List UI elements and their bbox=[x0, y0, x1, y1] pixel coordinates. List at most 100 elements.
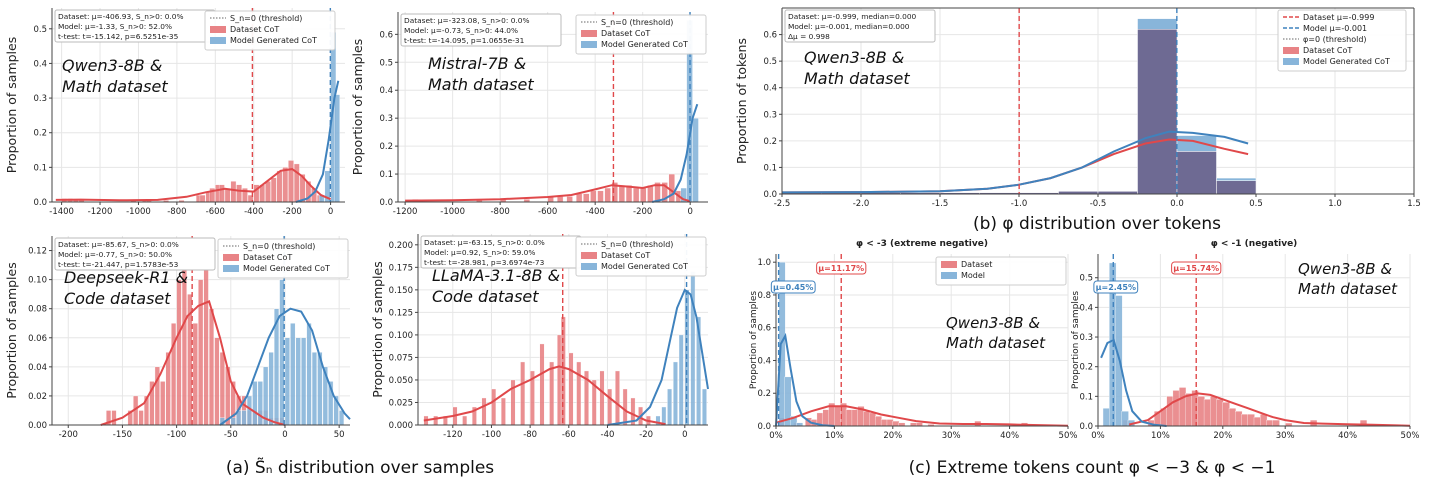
y-axis-label: Proportion of samples bbox=[749, 291, 759, 390]
y-tick-label: 0.4 bbox=[33, 59, 47, 69]
dataset-bar bbox=[1228, 408, 1237, 427]
annotation-text: Mistral-7B & bbox=[428, 54, 526, 73]
legend-swatch bbox=[941, 272, 957, 279]
model-bar bbox=[673, 361, 678, 426]
y-tick-label: 0.3 bbox=[379, 114, 393, 124]
dataset-bar bbox=[1222, 402, 1230, 427]
dataset-bar bbox=[575, 193, 583, 203]
y-tick-label: 0.100 bbox=[389, 331, 413, 341]
chart-title: φ < -3 (extreme negative) bbox=[856, 239, 988, 249]
dataset-bar bbox=[481, 397, 487, 426]
x-tick-label: 50% bbox=[1059, 431, 1078, 441]
model-kde-line bbox=[775, 332, 835, 427]
mean-badge bbox=[816, 261, 867, 275]
dataset-bar bbox=[1260, 413, 1268, 427]
annotation-text: LLaMA-3.1-8B & bbox=[432, 266, 560, 285]
legend-label: Dataset CoT bbox=[601, 251, 650, 260]
y-tick-label: 0.2 bbox=[1079, 363, 1093, 373]
model-bar bbox=[1102, 408, 1111, 427]
x-tick-label: 30% bbox=[942, 431, 961, 441]
x-tick-label: 10% bbox=[825, 431, 844, 441]
mean-badge-label: μ=11.17% bbox=[818, 264, 864, 273]
y-tick-label: 0.175 bbox=[389, 263, 413, 273]
dataset-bar bbox=[607, 388, 613, 426]
dataset-bar bbox=[265, 181, 271, 203]
x-tick-label: -200 bbox=[283, 207, 302, 217]
legend-label: Model Generated CoT bbox=[601, 40, 688, 49]
dataset-bar bbox=[1203, 399, 1212, 427]
legend-swatch bbox=[1283, 58, 1299, 65]
legend-box bbox=[575, 236, 707, 277]
dataset-bar bbox=[111, 410, 117, 426]
model-bar bbox=[334, 94, 341, 203]
dataset-bar bbox=[632, 187, 640, 203]
hist-bar-overlap bbox=[1137, 29, 1178, 195]
x-tick-label: 0.0 bbox=[1170, 199, 1184, 209]
model-bar bbox=[678, 334, 684, 426]
annotation-text: Code dataset bbox=[64, 289, 171, 308]
x-tick-label: -600 bbox=[206, 207, 225, 217]
dataset-bar bbox=[822, 409, 830, 427]
dataset-bar bbox=[199, 194, 206, 203]
x-tick-label: 50 bbox=[334, 430, 345, 440]
x-tick-label: -40 bbox=[601, 430, 615, 440]
hist-bar-top bbox=[1176, 135, 1217, 152]
stats-line: Dataset: μ=-323.08, S_n>0: 0.0% bbox=[404, 16, 529, 25]
figure-caption: (b) φ distribution over tokens bbox=[973, 214, 1221, 234]
legend-label: S_n=0 (threshold) bbox=[601, 18, 673, 27]
annotation-text: Math dataset bbox=[804, 69, 910, 88]
dataset-bar bbox=[647, 185, 654, 203]
panel-c2: 0% 10% 20% 30% 40% 50% 0.0 0.1 0.2 0.3 0.4 0.5 Propo… bbox=[1071, 239, 1419, 441]
y-tick-label: 0.6 bbox=[757, 324, 771, 334]
model-bar bbox=[1121, 410, 1129, 427]
dataset-bar bbox=[1241, 413, 1249, 427]
legend-box bbox=[935, 256, 1067, 286]
dataset-bar bbox=[875, 415, 882, 427]
y-tick-label: 0.4 bbox=[757, 356, 771, 366]
dataset-kde-line bbox=[423, 365, 666, 426]
y-axis-label: Proportion of samples bbox=[370, 261, 385, 397]
stats-line: t-test: t=-28.981, p=3.6974e-73 bbox=[424, 258, 545, 267]
panel-a4: -120 -100 -80 -60 -40 -20 0 0.000 0.025 0.050 0.07… bbox=[370, 234, 709, 440]
dataset-bar bbox=[539, 343, 545, 426]
dataset-bar bbox=[218, 184, 225, 203]
model-bar bbox=[661, 406, 667, 426]
legend-swatch bbox=[1283, 47, 1299, 54]
y-tick-label: 0.2 bbox=[379, 142, 393, 152]
dataset-bar bbox=[880, 419, 888, 427]
model-bar bbox=[667, 388, 673, 426]
dataset-bar bbox=[208, 308, 215, 426]
annotation-text: Math dataset bbox=[946, 334, 1046, 352]
x-tick-label: -120 bbox=[443, 430, 462, 440]
dataset-bar bbox=[1266, 419, 1274, 427]
dataset-bar bbox=[203, 250, 209, 426]
hist-bar-overlap bbox=[1176, 151, 1217, 195]
dataset-bar bbox=[1210, 396, 1218, 427]
y-axis-label: Proportion of samples bbox=[350, 39, 365, 175]
model-kde-line bbox=[651, 103, 699, 203]
dataset-bar bbox=[845, 409, 853, 427]
x-tick-label: -800 bbox=[490, 207, 509, 217]
x-tick-label: 30% bbox=[1276, 431, 1295, 441]
y-tick-label: 0.1 bbox=[1079, 392, 1093, 402]
y-tick-label: 0.3 bbox=[763, 110, 777, 120]
legend-label: Dataset CoT bbox=[230, 25, 279, 34]
legend-label: Dataset CoT bbox=[243, 253, 292, 262]
dataset-bar bbox=[590, 190, 597, 203]
dataset-bar bbox=[288, 160, 294, 203]
y-tick-label: 0.000 bbox=[389, 421, 413, 431]
model-bar bbox=[268, 352, 274, 426]
stats-box bbox=[784, 9, 936, 43]
hist-bar-top bbox=[1216, 177, 1257, 181]
dataset-bar bbox=[433, 415, 439, 426]
model-bar bbox=[702, 388, 707, 426]
model-bar bbox=[252, 381, 258, 426]
dataset-bar bbox=[270, 177, 277, 203]
dataset-bar bbox=[1216, 399, 1224, 427]
model-bar bbox=[311, 352, 318, 426]
mean-badge bbox=[770, 280, 816, 294]
legend-swatch bbox=[581, 41, 597, 48]
stats-box bbox=[54, 237, 216, 271]
dataset-bar bbox=[1235, 410, 1243, 427]
